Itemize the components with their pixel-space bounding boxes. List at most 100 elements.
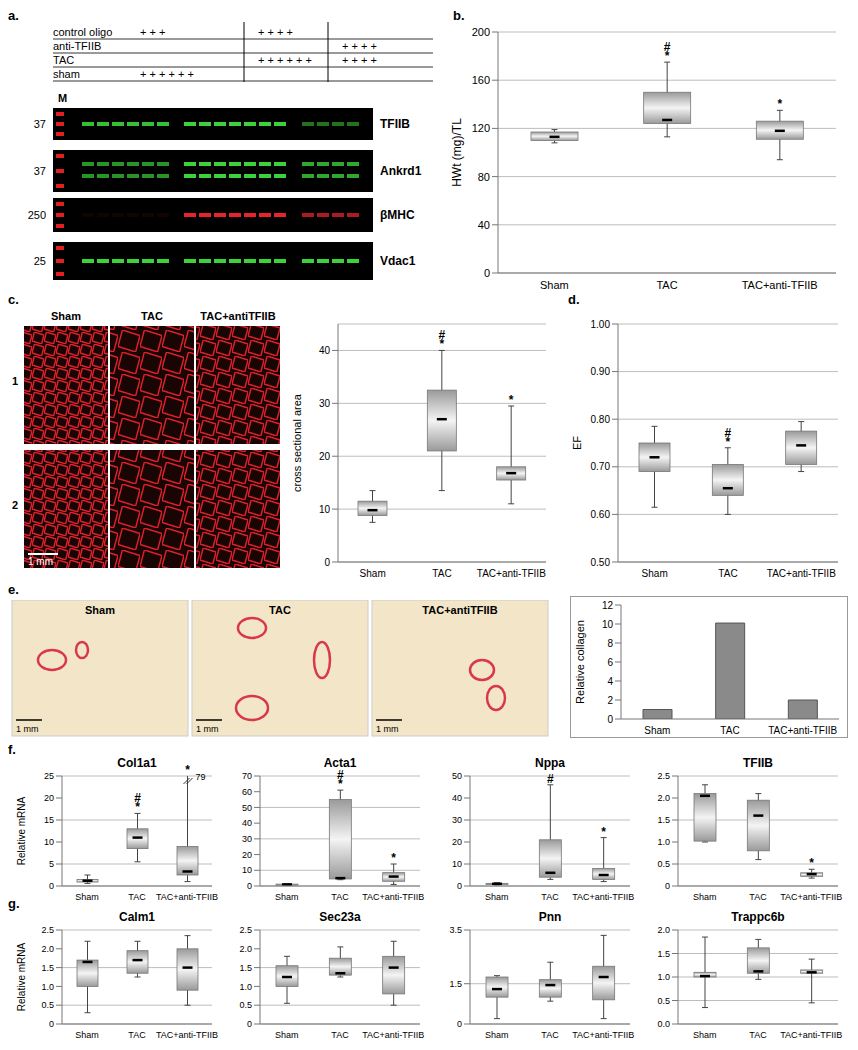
svg-text:120: 120: [472, 122, 490, 134]
svg-text:10: 10: [452, 859, 462, 869]
svg-text:60: 60: [242, 787, 252, 797]
svg-text:0.70: 0.70: [591, 461, 611, 472]
svg-text:TAC: TAC: [141, 310, 163, 322]
svg-text:HWt (mg)/TL: HWt (mg)/TL: [450, 118, 464, 187]
svg-text:1 mm: 1 mm: [196, 724, 219, 734]
svg-text:1.5: 1.5: [41, 963, 54, 973]
svg-text:1.5: 1.5: [239, 963, 252, 973]
svg-text:0: 0: [665, 881, 670, 891]
svg-text:1.5: 1.5: [449, 979, 462, 989]
svg-text:+ + + + + +: + + + + + +: [140, 68, 194, 80]
svg-text:+ + + +: + + + +: [342, 54, 377, 66]
svg-text:TAC+anti-TFIIB: TAC+anti-TFIIB: [742, 279, 818, 291]
svg-text:TAC: TAC: [269, 604, 291, 616]
svg-text:TAC+anti-TFIIB: TAC+anti-TFIIB: [767, 568, 836, 579]
svg-text:*: *: [809, 856, 814, 870]
svg-text:Sham: Sham: [642, 568, 668, 579]
svg-text:0.5: 0.5: [657, 859, 670, 869]
svg-text:2.5: 2.5: [239, 925, 252, 935]
svg-text:1.0: 1.0: [41, 982, 54, 992]
svg-text:0: 0: [484, 267, 490, 279]
svg-text:TAC: TAC: [128, 892, 146, 902]
svg-text:+ + + +: + + + +: [258, 26, 293, 38]
svg-text:12: 12: [602, 600, 614, 611]
svg-text:0: 0: [247, 1019, 252, 1029]
svg-text:37: 37: [34, 165, 46, 177]
svg-text:10: 10: [602, 619, 614, 630]
svg-text:0: 0: [607, 714, 613, 725]
svg-text:TAC+anti-TFIIB: TAC+anti-TFIIB: [156, 892, 218, 902]
svg-text:Sham: Sham: [540, 279, 569, 291]
svg-text:20: 20: [44, 793, 54, 803]
svg-text:TFIIB: TFIIB: [380, 117, 410, 131]
svg-text:0: 0: [49, 881, 54, 891]
svg-text:TAC: TAC: [656, 279, 677, 291]
svg-text:TAC+anti-TFIIB: TAC+anti-TFIIB: [572, 892, 634, 902]
svg-text:1 mm: 1 mm: [28, 556, 53, 567]
svg-text:0: 0: [247, 881, 252, 891]
svg-text:sham: sham: [53, 68, 80, 80]
svg-text:TAC: TAC: [541, 892, 559, 902]
svg-text:40: 40: [319, 345, 331, 356]
svg-text:40: 40: [242, 818, 252, 828]
svg-text:TAC: TAC: [128, 1030, 146, 1040]
svg-text:TAC: TAC: [720, 725, 739, 736]
svg-text:control oligo: control oligo: [53, 26, 112, 38]
svg-text:*: *: [391, 851, 396, 865]
svg-text:TAC: TAC: [749, 892, 767, 902]
svg-text:20: 20: [242, 850, 252, 860]
svg-text:200: 200: [472, 26, 490, 38]
svg-text:+ + +: + + +: [140, 26, 165, 38]
svg-text:cross sectional area: cross sectional area: [291, 393, 303, 492]
svg-text:Sham: Sham: [485, 892, 509, 902]
svg-text:#: #: [664, 40, 671, 54]
svg-text:2.0: 2.0: [41, 944, 54, 954]
svg-text:250: 250: [28, 209, 46, 221]
svg-text:2: 2: [607, 695, 613, 706]
svg-text:TAC+anti-TFIIB: TAC+anti-TFIIB: [572, 1030, 634, 1040]
svg-text:TAC: TAC: [749, 1030, 767, 1040]
svg-text:Sham: Sham: [75, 1030, 99, 1040]
svg-text:#: #: [337, 768, 344, 782]
svg-text:EF: EF: [571, 436, 583, 450]
svg-text:Sham: Sham: [51, 310, 81, 322]
svg-text:2.5: 2.5: [41, 925, 54, 935]
svg-text:TAC: TAC: [541, 1030, 559, 1040]
svg-text:25: 25: [34, 255, 46, 267]
svg-text:#: #: [547, 772, 554, 786]
svg-text:Sham: Sham: [644, 725, 670, 736]
svg-text:37: 37: [34, 118, 46, 130]
svg-text:*: *: [185, 763, 190, 777]
svg-text:Vdac1: Vdac1: [380, 254, 416, 268]
svg-text:0.5: 0.5: [41, 1000, 54, 1010]
svg-text:TAC+anti-TFIIB: TAC+anti-TFIIB: [362, 892, 424, 902]
svg-text:10: 10: [319, 504, 331, 515]
svg-text:Sham: Sham: [75, 892, 99, 902]
svg-text:TAC: TAC: [53, 54, 74, 66]
svg-text:8: 8: [607, 638, 613, 649]
svg-text:Sham: Sham: [275, 892, 299, 902]
svg-text:*: *: [509, 393, 514, 407]
svg-text:40: 40: [478, 219, 490, 231]
svg-text:6: 6: [607, 657, 613, 668]
svg-text:Sham: Sham: [85, 604, 115, 616]
svg-text:TAC+anti-TFIIB: TAC+anti-TFIIB: [780, 892, 842, 902]
svg-text:TAC+anti-TFIIB: TAC+anti-TFIIB: [362, 1030, 424, 1040]
svg-text:Sham: Sham: [360, 568, 386, 579]
svg-text:+ + + + + +: + + + + + +: [258, 54, 312, 66]
svg-text:0.50: 0.50: [591, 557, 611, 568]
svg-text:Sham: Sham: [485, 1030, 509, 1040]
svg-text:50: 50: [452, 771, 462, 781]
svg-text:1.00: 1.00: [591, 319, 611, 330]
svg-text:Sham: Sham: [693, 1030, 717, 1040]
svg-text:*: *: [777, 97, 782, 111]
svg-text:TAC+anti-TFIIB: TAC+anti-TFIIB: [780, 1030, 842, 1040]
svg-text:2.0: 2.0: [657, 793, 670, 803]
svg-text:5: 5: [49, 859, 54, 869]
svg-text:10: 10: [44, 837, 54, 847]
svg-text:4: 4: [607, 676, 613, 687]
svg-text:1 mm: 1 mm: [376, 724, 399, 734]
svg-text:anti-TFIIB: anti-TFIIB: [53, 40, 101, 52]
svg-text:1.5: 1.5: [657, 949, 670, 959]
svg-text:0.5: 0.5: [657, 996, 670, 1006]
